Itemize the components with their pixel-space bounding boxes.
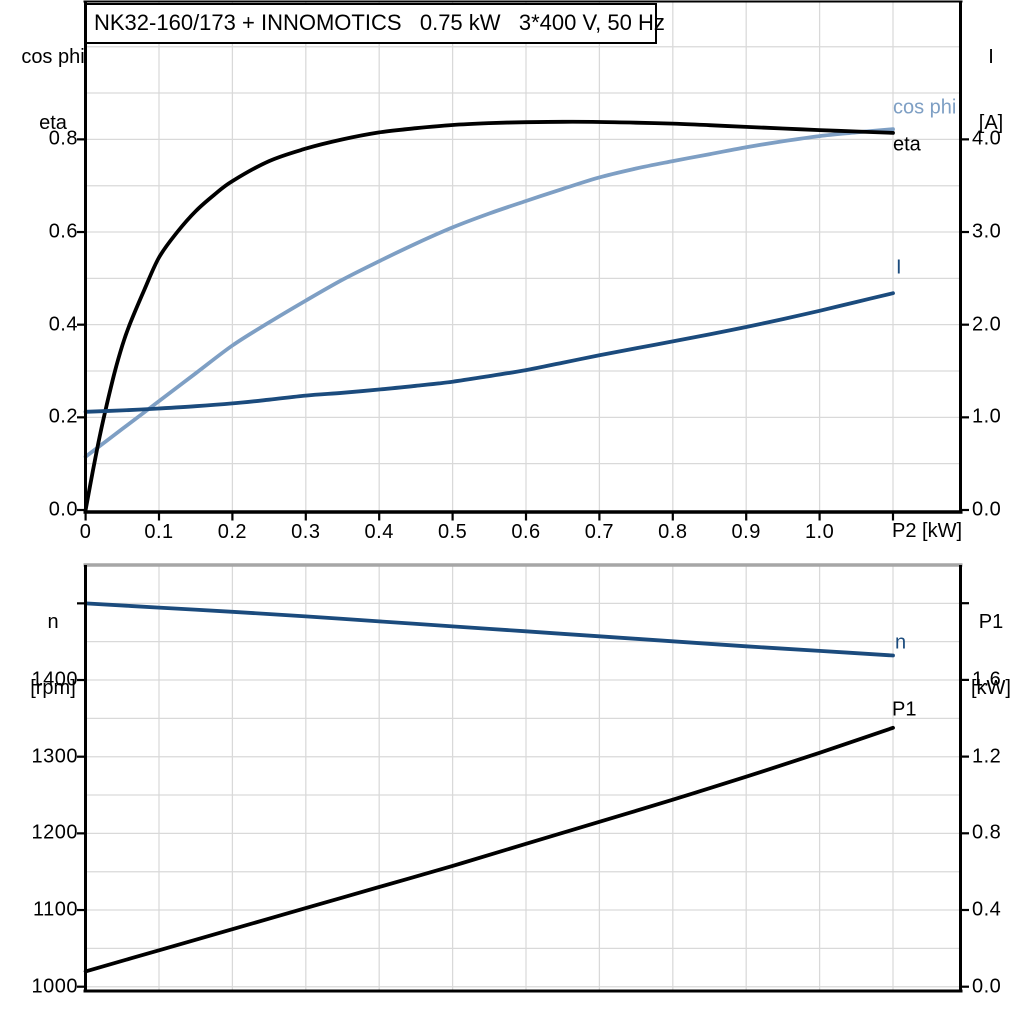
speed-axis-unit: [rpm] bbox=[30, 677, 76, 699]
top-right-tick-label-0.0: 0.0 bbox=[972, 498, 1002, 521]
bottom-right-tick-label-0.0: 0.0 bbox=[972, 975, 1002, 998]
power-in-axis-title: P1 bbox=[978, 611, 1004, 633]
top-left-tick-label-0.4: 0.4 bbox=[48, 313, 78, 336]
top-curve-i bbox=[83, 291, 895, 414]
top-x-tick-label-0.7: 0.7 bbox=[584, 521, 615, 543]
top-x-tick-label-0.5: 0.5 bbox=[437, 521, 468, 543]
top-left-tick-label-0.0: 0.0 bbox=[48, 498, 78, 521]
top-right-tick-label-2.0: 2.0 bbox=[972, 313, 1002, 336]
top-x-tick-label-0.4: 0.4 bbox=[364, 521, 394, 543]
power-in-axis-unit: [kW] bbox=[971, 677, 1011, 699]
chart-title: NK32-160/173 + INNOMOTICS 0.75 kW 3*400 … bbox=[94, 10, 665, 35]
top-x-tick-label-0.1: 0.1 bbox=[144, 521, 174, 543]
speed-axis-title: n bbox=[47, 611, 59, 633]
top-right-tick-label-4.0: 4.0 bbox=[972, 127, 1002, 150]
bottom-left-tick-label-1100: 1100 bbox=[32, 898, 78, 921]
top-x-tick-label-1.0: 1.0 bbox=[804, 521, 835, 543]
bottom-right-tick-label-1.2: 1.2 bbox=[972, 745, 1002, 768]
bottom-right-tick-label-0.4: 0.4 bbox=[972, 898, 1002, 921]
cos-phi-axis-title: cos phi bbox=[21, 46, 85, 68]
top-right-tick-label-3.0: 3.0 bbox=[972, 220, 1002, 243]
top-left-tick-label-0.6: 0.6 bbox=[48, 220, 78, 243]
top-left-tick-label-0.2: 0.2 bbox=[48, 405, 78, 428]
chart-title-box: NK32-160/173 + INNOMOTICS 0.75 kW 3*400 … bbox=[85, 3, 665, 44]
power-in-curve-label: P1 bbox=[892, 698, 917, 721]
x-axis-unit-label: P2 [kW] bbox=[891, 520, 963, 542]
top-right-tick-label-1.0: 1.0 bbox=[972, 405, 1002, 428]
bottom-left-tick-label-1400: 1400 bbox=[31, 668, 78, 691]
top-x-tick-label-0.6: 0.6 bbox=[511, 521, 541, 543]
bottom-curve-n bbox=[83, 601, 895, 658]
bottom-right-tick-label-0.8: 0.8 bbox=[972, 821, 1002, 844]
current-curve-label: I bbox=[896, 256, 902, 279]
bottom-right-axis-title: P1 [kW] bbox=[962, 567, 1020, 743]
current-axis-title: I bbox=[988, 46, 994, 68]
cos-phi-curve-label: cos phi bbox=[893, 96, 957, 119]
top-x-tick-label-0.2: 0.2 bbox=[217, 521, 248, 543]
current-axis-unit: [A] bbox=[978, 112, 1004, 134]
top-x-tick-label-0.3: 0.3 bbox=[291, 521, 321, 543]
bottom-left-tick-label-1200: 1200 bbox=[31, 821, 78, 844]
top-right-axis-title: I [A] bbox=[962, 2, 1020, 178]
bottom-left-tick-label-1300: 1300 bbox=[31, 745, 78, 768]
speed-curve-label: n bbox=[895, 631, 907, 654]
bottom-left-tick-label-1000: 1000 bbox=[31, 975, 78, 998]
bottom-left-axis-title: n [rpm] bbox=[14, 567, 92, 743]
eta-curve-label: eta bbox=[893, 133, 921, 156]
top-x-tick-label-0.8: 0.8 bbox=[658, 521, 688, 543]
top-x-tick-label-0.9: 0.9 bbox=[731, 521, 761, 543]
top-curve-cos-phi bbox=[83, 127, 895, 459]
top-left-tick-label-0.8: 0.8 bbox=[48, 127, 78, 150]
eta-axis-title: eta bbox=[39, 112, 67, 134]
top-left-axis-title: cos phi eta bbox=[14, 2, 92, 178]
bottom-right-tick-label-1.6: 1.6 bbox=[972, 668, 1002, 691]
bottom-curve-p1 bbox=[83, 725, 895, 974]
top-x-tick-label-0: 0 bbox=[79, 521, 92, 543]
top-curve-eta bbox=[83, 119, 895, 512]
